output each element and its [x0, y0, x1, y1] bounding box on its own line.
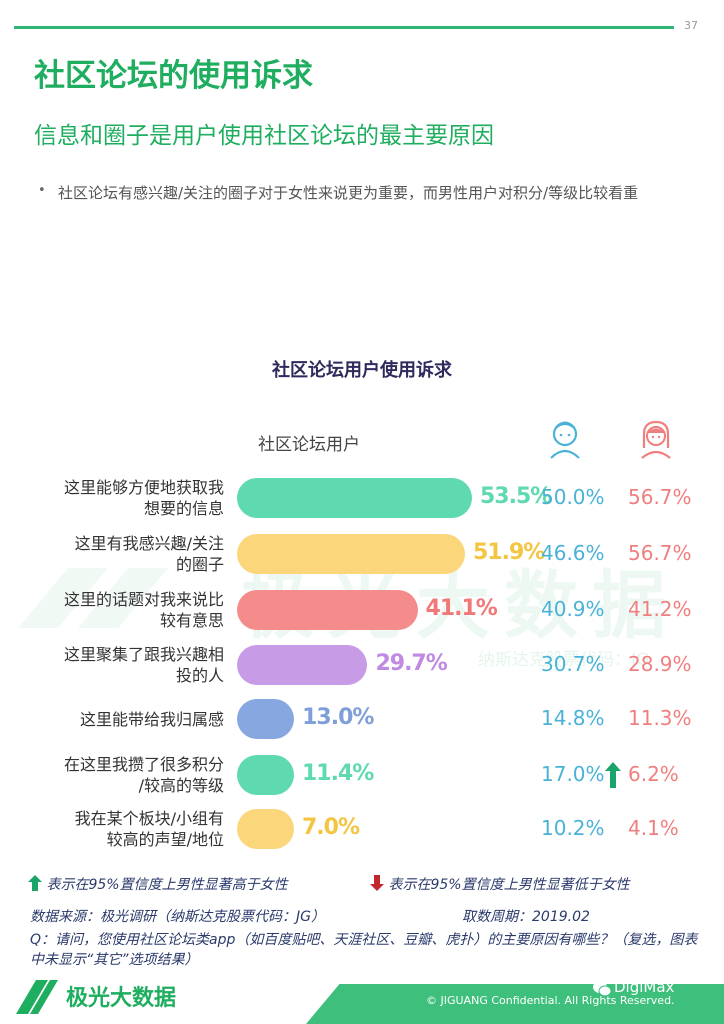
- bar-value-label: 13.0%: [302, 705, 374, 730]
- wechat-icon: [592, 980, 612, 1002]
- row-label-line: 这里能够方便地获取我: [63, 478, 224, 497]
- bullet-text: 社区论坛有感兴趣/关注的圈子对于女性来说更为重要，而男性用户对积分/等级比较看重: [58, 184, 639, 202]
- bar-value-label: 41.1%: [425, 596, 498, 621]
- footer-bar: [306, 984, 724, 1024]
- male-value: 10.2%: [541, 816, 605, 840]
- row-label-line: 这里聚集了跟我兴趣相: [63, 645, 224, 664]
- brand-logo-icon: [14, 976, 60, 1022]
- data-period: 取数周期：2019.02: [462, 909, 590, 925]
- female-value: 11.3%: [628, 706, 692, 730]
- row-label-line: /较高的等级: [138, 776, 224, 795]
- column-header: 社区论坛用户: [258, 435, 360, 455]
- bar: [237, 755, 294, 795]
- male-value: 17.0%: [541, 762, 605, 786]
- female-value: 56.7%: [628, 541, 692, 565]
- row-label-line: 想要的信息: [143, 499, 224, 518]
- row-label-line: 这里有我感兴趣/关注: [74, 534, 224, 553]
- row-label-line: 这里的话题对我来说比: [63, 590, 224, 609]
- page-subtitle: 信息和圈子是用户使用社区论坛的最主要原因: [34, 123, 494, 149]
- row-label-line: 的圈子: [175, 555, 224, 574]
- page-title: 社区论坛的使用诉求: [34, 58, 313, 94]
- down-arrow-icon: [370, 875, 384, 891]
- bar-value-label: 7.0%: [302, 815, 360, 840]
- legend-up-text: 表示在95%置信度上男性显著高于女性: [46, 877, 288, 893]
- legend-up: 表示在95%置信度上男性显著高于女性: [28, 874, 288, 894]
- row-label-line: 较高的声望/地位: [106, 830, 224, 849]
- male-user-icon: [547, 418, 583, 464]
- watermark-logo-icon: [8, 548, 228, 652]
- bar-value-label: 11.4%: [302, 761, 374, 786]
- row-label: 这里能够方便地获取我想要的信息: [10, 477, 224, 519]
- account-name: DigiMax: [614, 978, 675, 996]
- male-value: 30.7%: [541, 652, 605, 676]
- bar-value-label: 29.7%: [375, 651, 447, 676]
- male-value: 50.0%: [541, 485, 605, 509]
- bullet-marker: •: [38, 183, 46, 198]
- legend-down: 表示在95%置信度上男性显著低于女性: [370, 874, 630, 894]
- female-value: 4.1%: [628, 816, 679, 840]
- bar: [237, 809, 294, 849]
- row-label: 这里的话题对我来说比较有意思: [10, 589, 224, 631]
- male-value: 14.8%: [541, 706, 605, 730]
- bar: [237, 699, 295, 739]
- row-label-line: 这里能带给我归属感: [79, 709, 224, 729]
- row-label: 这里有我感兴趣/关注的圈子: [10, 533, 224, 575]
- row-label-line: 投的人: [175, 666, 224, 685]
- female-value: 41.2%: [628, 597, 692, 621]
- row-label: 我在某个板块/小组有较高的声望/地位: [10, 808, 224, 850]
- page-number: 37: [684, 19, 698, 32]
- bar: [237, 590, 418, 630]
- footer-brand: 极光大数据: [66, 986, 177, 1011]
- copyright: © JIGUANG Confidential. All Rights Reser…: [426, 994, 675, 1007]
- row-label-line: 较有意思: [159, 611, 224, 630]
- chart-title: 社区论坛用户使用诉求: [272, 360, 452, 381]
- male-value: 40.9%: [541, 597, 605, 621]
- female-value: 6.2%: [628, 762, 679, 786]
- significant-up-arrow-icon: [605, 762, 621, 792]
- row-label: 这里能带给我归属感: [10, 709, 224, 730]
- female-value: 56.7%: [628, 485, 692, 509]
- bar: [237, 534, 465, 574]
- female-value: 28.9%: [628, 652, 692, 676]
- male-value: 46.6%: [541, 541, 605, 565]
- row-label: 这里聚集了跟我兴趣相投的人: [10, 644, 224, 686]
- data-source: 数据来源：极光调研（纳斯达克股票代码：JG）: [30, 909, 325, 925]
- bar-value-label: 51.9%: [472, 540, 545, 565]
- row-label: 在这里我攒了很多积分/较高的等级: [10, 754, 224, 796]
- bar: [237, 478, 472, 518]
- row-label-line: 我在某个板块/小组有: [74, 809, 224, 828]
- up-arrow-icon: [28, 875, 42, 891]
- survey-question: Q：请问，您使用社区论坛类app（如百度贴吧、天涯社区、豆瓣、虎扑）的主要原因有…: [30, 932, 698, 968]
- legend-down-text: 表示在95%置信度上男性显著低于女性: [388, 877, 630, 893]
- bar-value-label: 53.5%: [480, 484, 552, 509]
- watermark-subtext: 纳斯达克股票代码：JG: [478, 650, 650, 670]
- bar: [237, 645, 368, 685]
- top-rule: [14, 26, 674, 29]
- row-label-line: 在这里我攒了很多积分: [63, 755, 224, 774]
- female-user-icon: [638, 418, 674, 464]
